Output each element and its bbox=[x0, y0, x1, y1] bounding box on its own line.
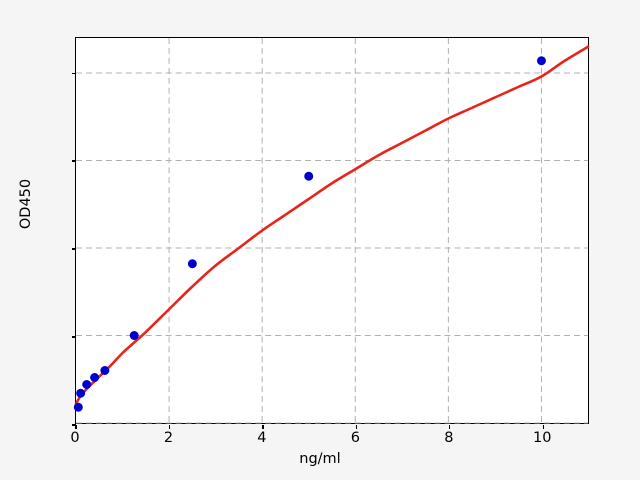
x-tick-mark bbox=[75, 425, 77, 429]
data-point bbox=[536, 56, 546, 66]
x-axis-label: ng/ml bbox=[299, 451, 341, 467]
data-point bbox=[73, 402, 83, 412]
x-tick-label: 6 bbox=[350, 430, 360, 446]
x-tick-label: 8 bbox=[444, 430, 454, 446]
data-points-layer bbox=[73, 56, 546, 412]
y-tick-mark bbox=[72, 248, 76, 250]
x-tick-label: 4 bbox=[257, 430, 267, 446]
y-tick-mark bbox=[72, 424, 76, 426]
y-tick-mark bbox=[72, 336, 76, 338]
x-tick-mark bbox=[262, 425, 264, 429]
x-tick-label: 0 bbox=[70, 430, 80, 446]
gridlines bbox=[76, 38, 588, 424]
y-axis-label: OD450 bbox=[18, 178, 34, 230]
x-tick-label: 10 bbox=[533, 430, 552, 446]
data-point bbox=[304, 171, 314, 181]
x-tick-mark bbox=[542, 425, 544, 429]
fitted-curve bbox=[74, 45, 590, 406]
data-point bbox=[90, 373, 100, 382]
data-point bbox=[100, 366, 110, 375]
plot-area bbox=[72, 37, 590, 429]
data-point bbox=[187, 259, 197, 269]
y-tick-mark bbox=[72, 72, 76, 74]
data-point bbox=[129, 331, 139, 340]
x-tick-mark bbox=[168, 425, 171, 429]
x-tick-mark bbox=[449, 425, 451, 429]
fitted-curve-layer bbox=[74, 45, 590, 406]
x-tick-label: 2 bbox=[163, 430, 174, 446]
y-tick-mark bbox=[72, 160, 76, 162]
data-point bbox=[82, 380, 92, 389]
x-tick-mark bbox=[355, 425, 357, 429]
data-point bbox=[76, 388, 86, 398]
